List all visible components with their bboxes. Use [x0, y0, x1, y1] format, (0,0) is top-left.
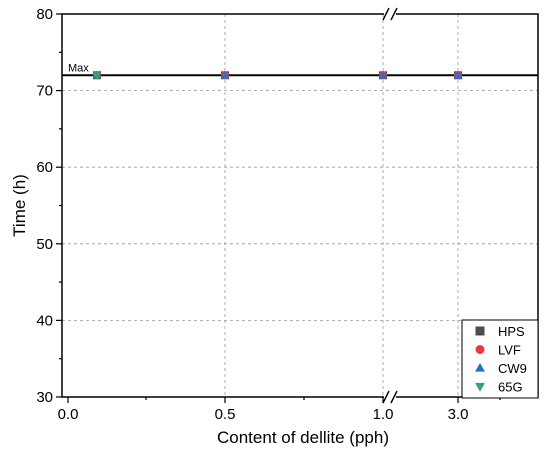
axis-break-slash: [390, 390, 398, 404]
legend-label-cw9: CW9: [498, 361, 527, 376]
labels-layer: 30 40 50 60 70 80 0.0 0.5 1.0 3.0 Content of delli…: [10, 6, 468, 447]
x-axis-title: Content of dellite (pph): [217, 428, 389, 447]
point-cw9: [220, 70, 230, 79]
y-tick-label: 80: [36, 6, 53, 23]
marks-layer: [92, 70, 463, 80]
y-tick-label: 70: [36, 83, 53, 100]
axis-break-slash: [382, 390, 390, 404]
legend-label-hps: HPS: [498, 324, 525, 339]
x-tick-label: 0.5: [215, 406, 236, 423]
y-tick-label: 40: [36, 312, 53, 329]
legend-marker-65g: [475, 382, 485, 392]
x-tick-label: 3.0: [448, 406, 469, 423]
axis-break-slash: [390, 7, 398, 21]
point-65g: [92, 72, 102, 80]
legend-marker-hps: [475, 326, 485, 336]
max-label: Max: [68, 62, 89, 74]
legend-marker-cw9: [475, 362, 485, 372]
axes-layer: [56, 7, 539, 404]
y-tick-label: 30: [36, 389, 53, 406]
reference-layer: Max: [62, 62, 538, 77]
y-axis-title: Time (h): [10, 174, 29, 237]
legend-label-65g: 65G: [498, 380, 523, 395]
grid-layer: [62, 14, 538, 397]
point-cw9: [453, 70, 463, 79]
axis-break-slash: [382, 7, 390, 21]
y-tick-label: 50: [36, 236, 53, 253]
x-tick-label: 1.0: [373, 406, 394, 423]
x-tick-label: 0.0: [58, 406, 79, 423]
point-cw9: [378, 70, 388, 79]
legend-marker-lvf: [475, 345, 485, 354]
legend-label-lvf: LVF: [498, 343, 521, 358]
legend-box: [461, 319, 539, 399]
legend: HPS LVF CW9 65G: [461, 319, 539, 399]
y-tick-label: 60: [36, 159, 53, 176]
